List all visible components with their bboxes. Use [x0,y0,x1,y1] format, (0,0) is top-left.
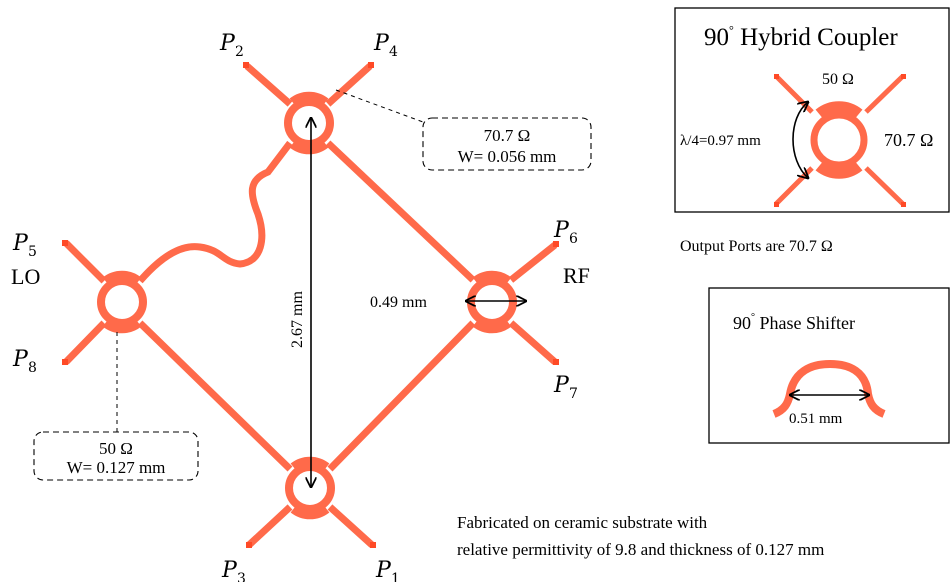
port-label-p3: P 3 [221,558,246,582]
phase-shifter-title: 90° Phase Shifter [733,312,855,333]
pad-p6 [553,241,559,247]
feed-p1 [327,504,375,548]
svg-text:P: P [219,31,236,56]
footnote-line-2: relative permittivity of 9.8 and thickne… [457,540,824,559]
quarter-wave-arrow [792,102,808,178]
pad-p3 [246,542,252,548]
hybrid-top-impedance: 50 Ω [822,71,854,88]
svg-text:P: P [553,373,570,398]
feed-p7 [508,320,558,365]
port-label-p8: P 8 [12,347,37,376]
ring-coupler-top [284,91,334,155]
ring-coupler-lo [97,270,147,334]
svg-text:P: P [375,558,392,582]
line-rf-to-bottom [327,320,476,472]
feed-p2 [244,63,293,107]
bottom-callout-width: W= 0.127 mm [67,458,166,477]
bottom-callout-impedance: 50 Ω [99,439,133,458]
ring-coupler-bottom [285,456,335,520]
line-top-to-rf [325,140,476,283]
svg-text:5: 5 [28,244,37,260]
hybrid-coupler-inset: 90° Hybrid Coupler 50 Ω 70.7 Ω λ/4=0.97 … [674,7,950,213]
footnote-line-1: Fabricated on ceramic substrate with [457,513,708,532]
svg-text:P: P [373,31,390,56]
hybrid-quarter-wave-label: λ/4=0.97 mm [680,133,761,149]
bottom-callout-box: 50 Ω W= 0.127 mm [33,431,199,481]
port-label-p1: P 1 [375,558,400,582]
feed-p6 [508,242,558,283]
svg-text:P: P [553,218,570,243]
port-label-p7: P 7 [553,373,578,402]
ring-diameter-label: 0.49 mm [370,294,427,311]
feed-p4 [325,63,373,107]
pad-p1 [370,542,376,548]
top-callout-impedance: 70.7 Ω [484,126,531,145]
output-ports-note: Output Ports are 70.7 Ω [680,238,833,255]
ring-coupler-rf [467,270,517,334]
pad-p5 [62,240,68,246]
rf-label: RF [563,263,590,288]
pad-p8 [62,359,68,365]
pad-p7 [553,359,559,365]
phase-shifter-arc [772,359,886,418]
svg-text:P: P [221,558,238,582]
vertical-dimension-label: 2.67 mm [289,291,306,348]
feed-p5 [63,240,107,284]
port-pads [62,62,559,548]
svg-text:4: 4 [389,44,398,60]
svg-text:3: 3 [237,571,246,582]
top-callout-box: 70.7 Ω W= 0.056 mm [422,117,592,171]
svg-text:7: 7 [569,386,578,402]
top-callout-leader [335,89,424,123]
svg-text:8: 8 [28,360,37,376]
port-label-p2: P 2 [219,31,244,60]
hybrid-title: 90° Hybrid Coupler [704,23,898,51]
port-label-p6: P 6 [553,218,578,247]
phase-shifter-inset: 90° Phase Shifter 0.51 mm [708,287,950,444]
port-label-p4: P 4 [373,31,398,60]
feed-p3 [246,504,293,548]
top-callout-width: W= 0.056 mm [458,147,557,166]
line-lo-to-bottom [137,320,293,472]
feed-p8 [63,320,107,365]
port-label-p5: P 5 [12,231,37,260]
svg-text:2: 2 [235,44,244,60]
phase-shift-meander [137,140,293,284]
svg-text:6: 6 [569,231,578,247]
phase-shifter-dimension: 0.51 mm [789,411,843,427]
pad-p4 [368,62,374,68]
lo-label: LO [11,264,40,289]
svg-text:1: 1 [391,571,400,582]
svg-text:P: P [12,347,29,372]
svg-text:P: P [12,231,29,256]
pad-p2 [243,62,249,68]
hybrid-side-impedance: 70.7 Ω [884,130,933,150]
